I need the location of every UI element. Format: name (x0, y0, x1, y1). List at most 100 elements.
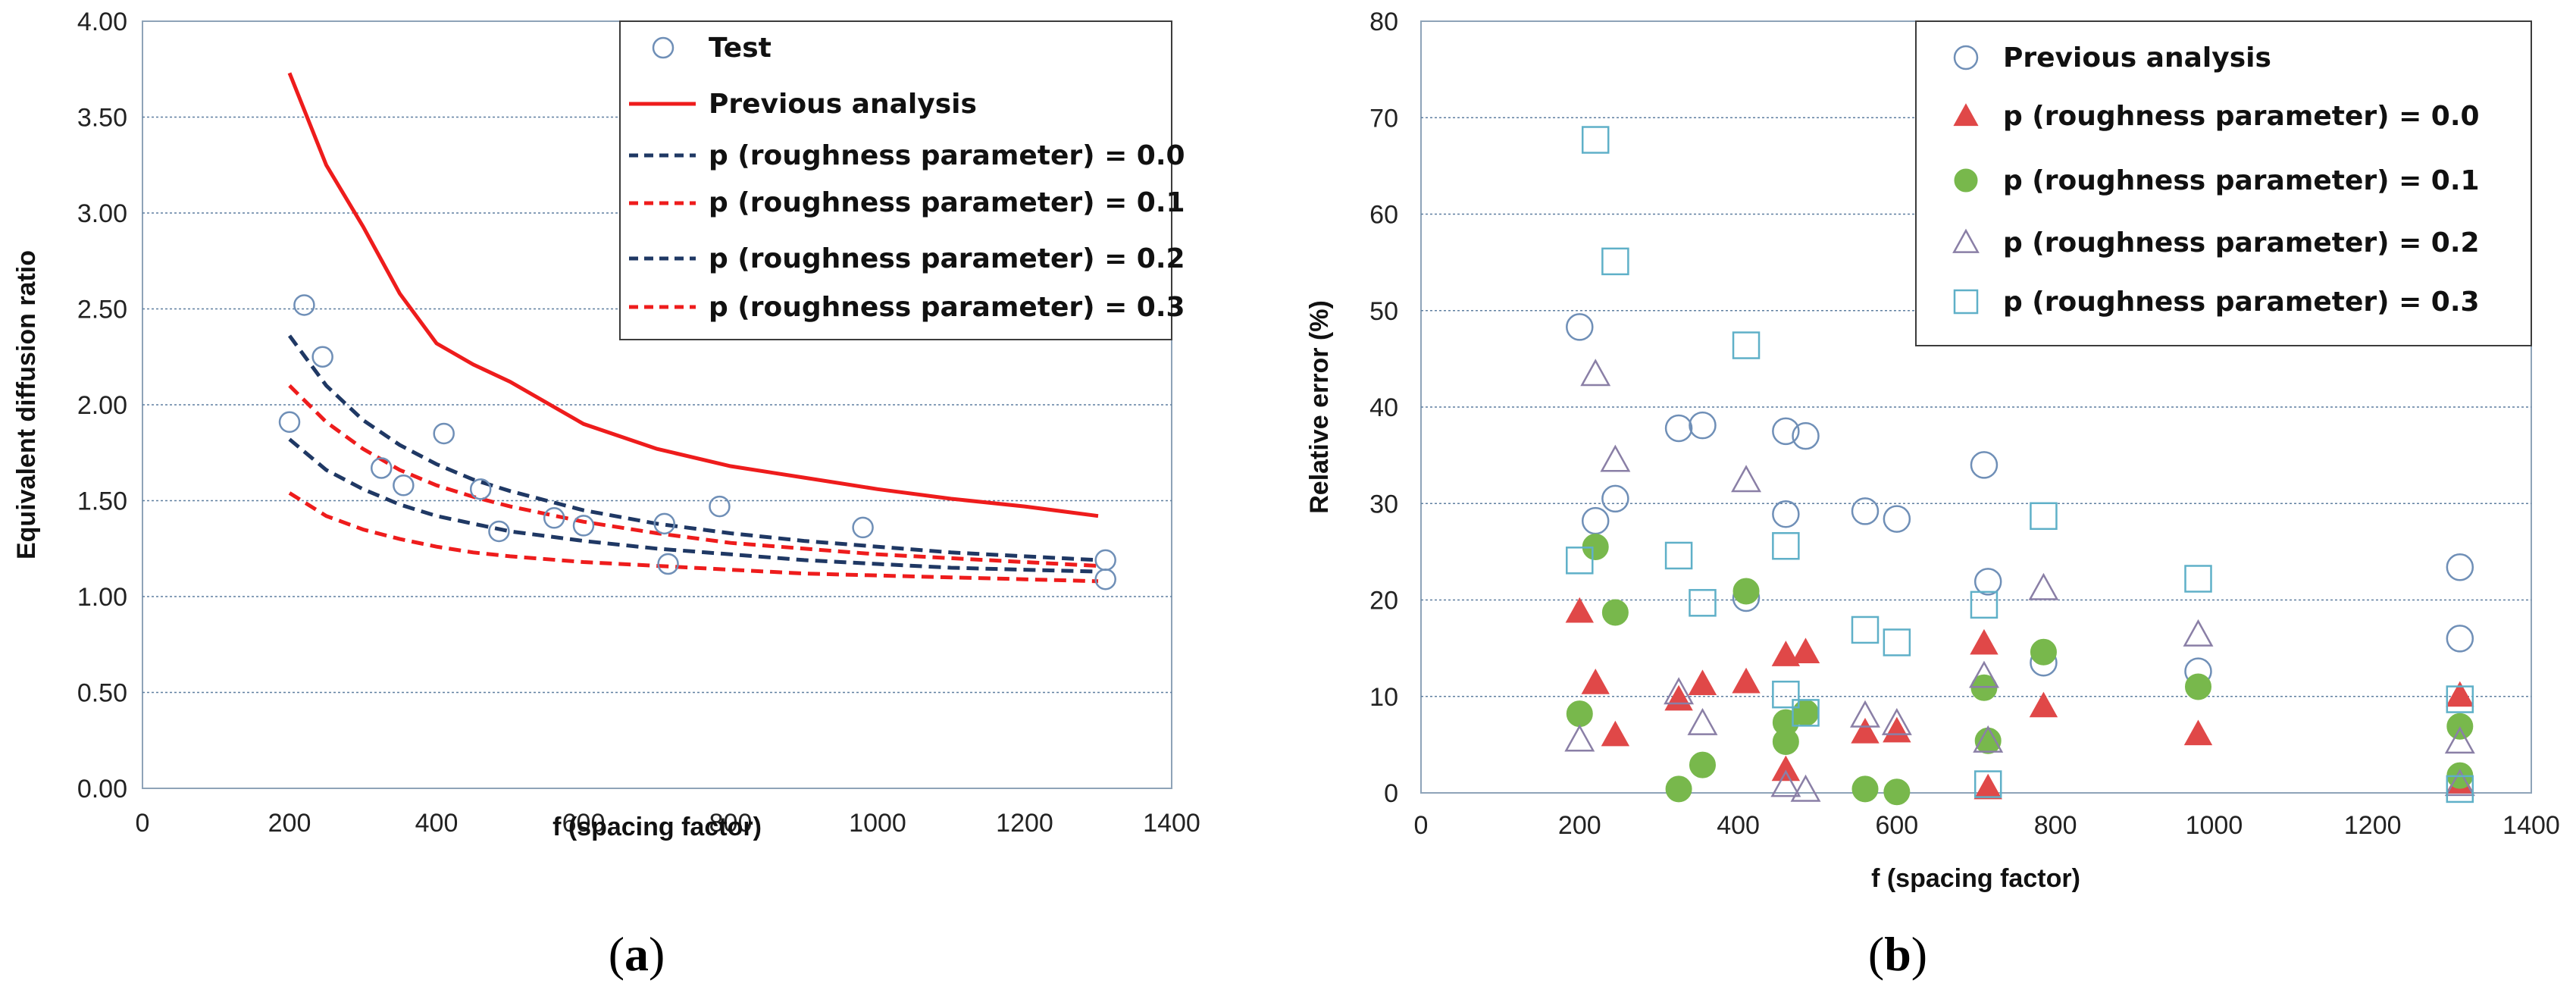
chart-b-point-p-roughness-parameter-0-3 (1689, 589, 1717, 617)
b-y-tick-label: 60 (1369, 201, 1398, 230)
chart-b-point-p-roughness-parameter-0-3 (1772, 531, 1800, 560)
chart-b-point-previous-analysis (1566, 313, 1594, 341)
chart-b-y-axis-title: Relative error (%) (1305, 300, 1334, 514)
chart-a-legend-label-p03: p (roughness parameter) = 0.3 (709, 292, 1185, 323)
chart-b-point-previous-analysis (1581, 506, 1610, 535)
panel-label-a-open: ( (609, 927, 624, 981)
b-y-tick-label: 10 (1369, 683, 1398, 712)
a-y-tick-label: 3.50 (77, 104, 127, 133)
chart-b-point-p-roughness-parameter-0-2 (2444, 726, 2475, 754)
chart-a-legend-label-p01: p (roughness parameter) = 0.1 (709, 187, 1185, 218)
chart-b-point-p-roughness-parameter-0-2 (2183, 619, 2214, 647)
a-y-tick-label: 4.00 (77, 8, 127, 36)
chart-b-point-previous-analysis (1601, 484, 1629, 513)
chart-a-point-test (393, 475, 415, 496)
chart-b-point-previous-analysis (1792, 421, 1820, 450)
chart-b-point-p-roughness-parameter-0-3 (1851, 616, 1880, 644)
chart-b-point-p-roughness-parameter-0-2 (1790, 774, 1821, 802)
chart-b-point-previous-analysis (1970, 451, 1999, 479)
chart-b-legend-label-p03: p (roughness parameter) = 0.3 (2003, 287, 2480, 318)
chart-a-legend-symbol-test (652, 36, 675, 59)
chart-b-point-p-roughness-parameter-0-3 (1581, 126, 1610, 154)
chart-b-point-p-roughness-parameter-0-2 (1770, 769, 1801, 797)
panel-label-b-open: ( (1868, 927, 1884, 981)
chart-a-point-test (653, 512, 675, 535)
chart-b-point-previous-analysis (2446, 553, 2474, 581)
chart-b-legend-symbol-p-roughness-parameter-0-1 (1954, 168, 1978, 193)
b-x-tick-label: 0 (1414, 811, 1429, 840)
a-y-tick-label: 1.00 (77, 583, 127, 612)
chart-b-legend-symbol-p-roughness-parameter-0-2 (1952, 228, 1980, 253)
a-x-tick-label: 200 (268, 809, 311, 838)
chart-b-point-p-roughness-parameter-0-1 (1772, 728, 1799, 756)
b-x-tick-label: 1400 (2502, 811, 2560, 840)
panel-label-a-letter: a (624, 927, 649, 981)
chart-b-point-p-roughness-parameter-0-1 (2030, 638, 2057, 666)
b-x-tick-label: 400 (1717, 811, 1760, 840)
chart-a: 0.00 0.50 1.00 1.50 2.00 2.50 3.00 3.50 4.00 0 20… (12, 8, 1200, 981)
chart-b-point-p-roughness-parameter-0-2 (1731, 465, 1762, 493)
a-x-tick-label: 800 (709, 809, 753, 838)
chart-b-point-previous-analysis (1664, 414, 1693, 443)
chart-a-legend-label-previous-analysis: Previous analysis (709, 89, 977, 120)
chart-b-legend-label-p00: p (roughness parameter) = 0.0 (2003, 101, 2480, 132)
chart-a-legend-frame (619, 20, 1172, 340)
chart-b-point-p-roughness-parameter-0-2 (1687, 707, 1718, 735)
chart-b-point-previous-analysis (1772, 500, 1800, 528)
a-y-tick-label: 0.50 (77, 679, 127, 708)
chart-b-point-p-roughness-parameter-0-3 (2030, 502, 2058, 531)
chart-b-point-p-roughness-parameter-0-0 (1883, 716, 1911, 743)
chart-b-point-p-roughness-parameter-0-3 (1973, 770, 2002, 798)
b-x-tick-label: 200 (1558, 811, 1601, 840)
chart-b-point-p-roughness-parameter-0-2 (1564, 724, 1595, 752)
panel-label-b: (b) (1868, 927, 1927, 981)
panel-label-b-letter: b (1884, 927, 1911, 981)
chart-b-legend-symbol-p-roughness-parameter-0-0 (1953, 103, 1979, 127)
chart-a-point-test (1094, 549, 1116, 572)
b-y-tick-label: 0 (1384, 779, 1398, 808)
b-y-tick-label: 70 (1369, 104, 1398, 133)
chart-b-legend-label-p02: p (roughness parameter) = 0.2 (2003, 227, 2480, 258)
chart-a-point-test (371, 457, 393, 479)
chart-a-legend-label-p02: p (roughness parameter) = 0.2 (709, 243, 1185, 274)
chart-a-point-test (572, 515, 595, 537)
chart-b-point-p-roughness-parameter-0-1 (1566, 700, 1593, 728)
chart-b-legend-label-p01: p (roughness parameter) = 0.1 (2003, 165, 2480, 196)
chart-b-point-p-roughness-parameter-0-0 (1973, 773, 2002, 800)
chart-b-point-previous-analysis (2446, 625, 2474, 653)
chart-b-point-p-roughness-parameter-0-0 (1601, 720, 1630, 747)
chart-b-point-p-roughness-parameter-0-0 (1565, 597, 1594, 623)
chart-a-point-test (852, 516, 874, 539)
chart-b-point-p-roughness-parameter-0-3 (1792, 699, 1820, 727)
b-y-tick-label: 80 (1369, 8, 1398, 36)
chart-a-y-axis-title: Equivalent diffusion ratio (12, 250, 41, 559)
chart-b-legend-symbol-previous-analysis (1953, 45, 1979, 70)
chart-b-point-p-roughness-parameter-0-1 (1732, 578, 1760, 605)
panel-label-a-close: ) (649, 927, 665, 981)
b-x-tick-label: 800 (2034, 811, 2077, 840)
chart-b-legend-frame (1915, 20, 2532, 346)
chart-b-point-previous-analysis (1689, 411, 1717, 440)
chart-b-point-p-roughness-parameter-0-2 (2028, 572, 2059, 600)
chart-b-point-p-roughness-parameter-0-0 (1581, 669, 1610, 694)
b-x-tick-label: 1000 (2186, 811, 2243, 840)
a-x-tick-label: 1000 (849, 809, 906, 838)
chart-a-x-axis-title: f (spacing factor) (552, 813, 762, 841)
chart-a-series-line-p-roughness-parameter-0-0 (287, 334, 1099, 562)
chart-a-point-test (278, 411, 301, 434)
a-x-tick-label: 400 (415, 809, 459, 838)
a-y-tick-label: 1.50 (77, 487, 127, 516)
chart-a-point-test (1094, 568, 1116, 590)
chart-a-series-line-p-roughness-parameter-0-3 (288, 491, 1099, 584)
chart-a-point-test (469, 478, 492, 500)
chart-b-point-p-roughness-parameter-0-3 (1601, 247, 1629, 276)
chart-b-point-p-roughness-parameter-0-1 (1851, 775, 1879, 803)
panel-label-a: (a) (609, 927, 665, 981)
chart-b-point-p-roughness-parameter-0-0 (1771, 755, 1801, 782)
chart-a-series-line-previous-analysis (287, 72, 1099, 518)
chart-b-point-previous-analysis (1772, 417, 1800, 446)
chart-a-legend: Test Previous analysis p (roughness para… (619, 20, 1185, 340)
chart-a-point-test (293, 294, 315, 316)
chart-a-series-line-p-roughness-parameter-0-1 (288, 384, 1099, 568)
